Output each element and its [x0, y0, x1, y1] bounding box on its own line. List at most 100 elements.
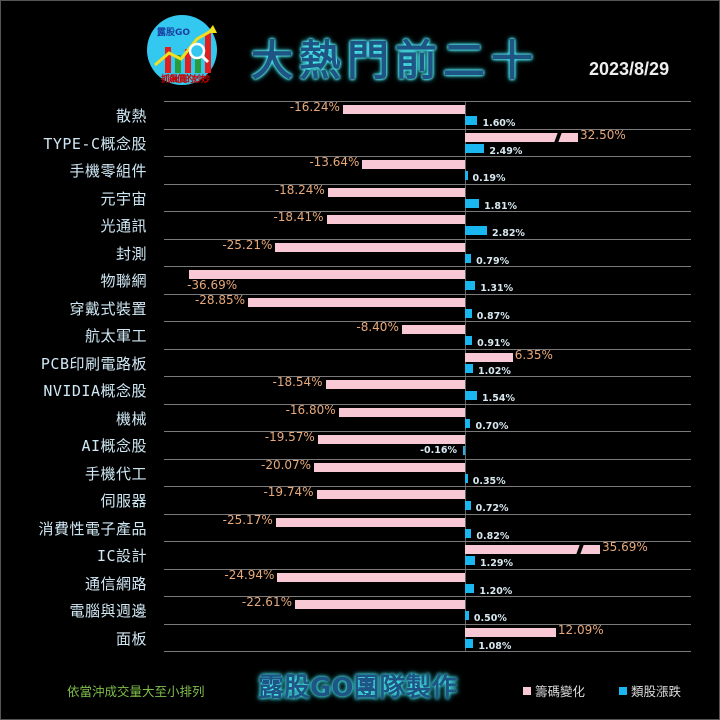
- gridline: [164, 651, 691, 652]
- legend-label: 籌碼變化: [535, 684, 586, 699]
- trend-arrow-icon: [154, 25, 217, 67]
- chip-change-bar: [465, 627, 556, 637]
- sector-change-label: 1.20%: [479, 585, 513, 597]
- chip-change-label: -16.80%: [285, 402, 336, 417]
- chip-change-label: -18.54%: [272, 375, 323, 389]
- chip-change-label: -13.64%: [309, 155, 360, 169]
- sector-change-label: 1.81%: [484, 200, 518, 212]
- category-label: 通信網路: [84, 574, 147, 593]
- sector-change-bar: [465, 253, 472, 263]
- chip-change-label: -19.74%: [263, 485, 314, 499]
- category-label: 元宇宙: [100, 189, 147, 208]
- gridline: [164, 348, 691, 350]
- gridline: [164, 513, 691, 515]
- logo-subtitle: 抓飆價的妙妙: [160, 75, 210, 85]
- sector-change-label: 0.82%: [476, 530, 510, 542]
- category-label: 面板: [115, 629, 147, 648]
- sector-change-bar: [465, 556, 476, 565]
- sector-change-bar: [465, 198, 480, 208]
- sector-change-label: 1.08%: [478, 640, 512, 652]
- category-label: 消費性電子產品: [38, 519, 147, 538]
- date-label: 2023/8/29: [589, 59, 670, 79]
- category-label: TYPE-C概念股: [43, 134, 147, 153]
- chip-change-label: 12.09%: [557, 622, 604, 637]
- sector-change-bar: [465, 528, 472, 538]
- sector-change-bar: [465, 143, 485, 153]
- gridline: [164, 156, 691, 157]
- chip-change-bar: [275, 242, 465, 252]
- legend-swatch-pink: [523, 686, 531, 695]
- sector-change-label: 0.70%: [475, 420, 509, 432]
- sector-change-label: 0.19%: [472, 173, 506, 184]
- gridline: [164, 266, 691, 267]
- chip-change-bar: [294, 600, 465, 609]
- sector-change-label: 0.91%: [477, 338, 511, 349]
- chip-change-label: -18.24%: [274, 182, 325, 197]
- chip-change-bar: [327, 187, 465, 197]
- gridline: [164, 486, 691, 487]
- chip-change-bar: [189, 270, 465, 279]
- logo-bar-icon: [175, 55, 181, 73]
- sector-change-bar: [465, 336, 473, 345]
- legend-item-sector-change: 類股漲跌: [619, 681, 681, 700]
- gridline: [164, 101, 691, 102]
- category-label: 散熱: [115, 107, 147, 125]
- sector-change-label: 1.29%: [480, 558, 514, 569]
- chip-change-label: -20.07%: [260, 457, 312, 472]
- category-label: 伺服器: [100, 492, 147, 510]
- sector-change-bar: [465, 116, 478, 125]
- chip-change-bar: [401, 325, 465, 334]
- chip-change-label: -25.21%: [222, 237, 273, 252]
- sector-change-label: 0.35%: [472, 475, 506, 487]
- gridline: [164, 623, 691, 625]
- chip-change-bar: [362, 160, 465, 169]
- gridline: [164, 403, 691, 405]
- chip-change-label: 32.50%: [580, 127, 626, 142]
- logo-bar-icon: [195, 57, 201, 73]
- gridline: [164, 568, 691, 570]
- gridline: [164, 211, 691, 212]
- sector-change-label: -0.16%: [420, 445, 457, 456]
- chip-change-bar: [317, 435, 465, 444]
- chip-change-bar: [326, 215, 465, 224]
- brand-logo: 露股GO 抓飆價的妙妙: [143, 15, 227, 87]
- gridline: [164, 431, 691, 432]
- gridline: [164, 238, 691, 240]
- chip-change-bar: [275, 517, 465, 527]
- category-label: 電腦與週邊: [69, 602, 147, 620]
- category-label: 航太軍工: [84, 327, 147, 345]
- chip-change-bar: [316, 490, 465, 499]
- chip-change-label: -19.57%: [264, 430, 315, 444]
- chip-change-bar: [465, 132, 578, 142]
- gridline: [164, 293, 691, 295]
- sector-change-label: 0.50%: [473, 613, 507, 624]
- sector-change-bar: [465, 391, 477, 400]
- logo-bar-icon: [185, 49, 191, 73]
- chip-change-bar: [342, 105, 465, 114]
- category-label: 光通訊: [100, 217, 147, 235]
- sector-change-bar: [465, 308, 472, 318]
- category-label: 手機代工: [84, 464, 147, 483]
- sector-change-bar: [465, 363, 473, 373]
- sort-note: 依當沖成交量大至小排列: [67, 684, 205, 699]
- sector-change-bar: [462, 446, 465, 455]
- sector-change-label: 0.79%: [476, 255, 510, 267]
- chip-change-label: -22.61%: [241, 595, 292, 609]
- logo-bar-icon: [205, 33, 211, 73]
- chip-change-label: -36.69%: [187, 278, 238, 292]
- gridline: [164, 541, 691, 542]
- legend-item-chip-change: 籌碼變化: [523, 681, 585, 700]
- sector-change-bar: [465, 473, 468, 483]
- page-title: 大熱門前二十: [251, 36, 540, 85]
- category-label: 機械: [115, 409, 147, 428]
- chip-change-bar: [465, 352, 513, 362]
- chip-change-bar: [325, 380, 465, 389]
- gridline: [164, 321, 691, 322]
- legend-swatch-blue: [619, 686, 627, 695]
- sector-change-bar: [465, 418, 471, 428]
- category-label: 穿戴式裝置: [69, 299, 147, 318]
- chip-change-label: -16.24%: [289, 100, 340, 114]
- category-label: 封測: [115, 244, 147, 263]
- chip-change-bar: [338, 407, 465, 417]
- sector-change-label: 1.54%: [482, 393, 515, 404]
